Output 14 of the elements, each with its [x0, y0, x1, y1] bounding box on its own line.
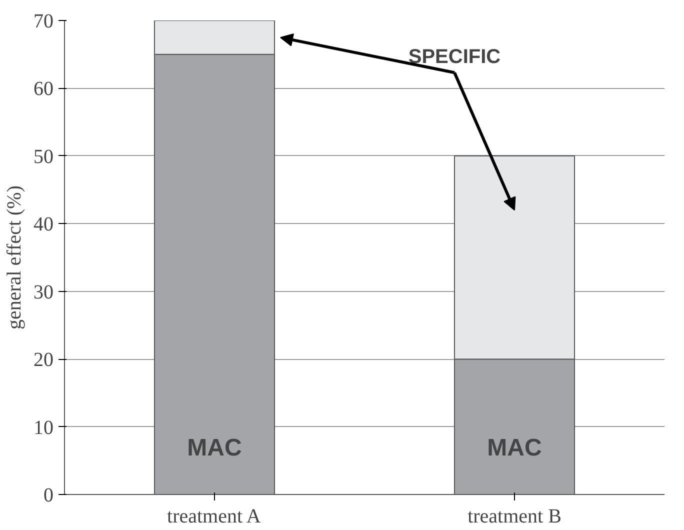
series-label: MAC — [487, 434, 542, 462]
text: SPECIFIC — [408, 46, 501, 68]
y-tick-label: 50 — [34, 146, 54, 168]
x-tick-label: treatment A — [167, 506, 262, 528]
y-tick-label: 30 — [34, 281, 54, 304]
y-axis-title: general effect (%) — [4, 186, 26, 330]
y-tick-label: 40 — [34, 214, 54, 236]
y-tick-label: 70 — [34, 10, 54, 32]
y-tick-label: 60 — [34, 78, 54, 100]
y-tick-label: 0 — [44, 484, 54, 506]
y-tick-label: 20 — [34, 349, 54, 372]
x-tick-label: treatment B — [468, 506, 562, 528]
text: MAC — [187, 434, 242, 462]
y-tick-label: 10 — [34, 416, 54, 439]
